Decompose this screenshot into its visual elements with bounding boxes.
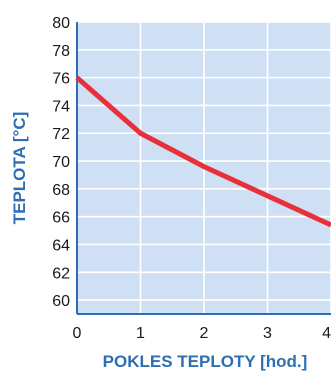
y-tick-label: 80 [52,15,70,32]
y-tick-label: 74 [52,98,70,115]
y-tick-label: 68 [52,182,70,199]
x-tick-label: 2 [200,325,209,342]
y-tick-label: 70 [52,154,70,171]
y-tick-label: 72 [52,126,70,143]
x-axis-title: POKLES TEPLOTY [hod.] [103,352,308,371]
y-tick-labels: 60 62 64 66 68 70 72 74 76 78 80 [52,15,70,310]
series-line [75,75,331,228]
y-tick-label: 78 [52,43,70,60]
y-axis-title: TEPLOTA [°C] [10,112,29,225]
series-group [75,75,331,228]
x-tick-labels: 0 1 2 3 4 [73,325,331,342]
y-tick-label: 66 [52,210,70,227]
y-tick-label: 64 [52,237,70,254]
y-tick-label: 62 [52,265,70,282]
x-tick-label: 0 [73,325,82,342]
x-tick-label: 4 [322,325,331,342]
grid-major [77,21,331,314]
x-tick-label: 1 [136,325,145,342]
x-tick-label: 3 [263,325,272,342]
y-tick-label: 76 [52,71,70,88]
y-tick-label: 60 [52,293,70,310]
